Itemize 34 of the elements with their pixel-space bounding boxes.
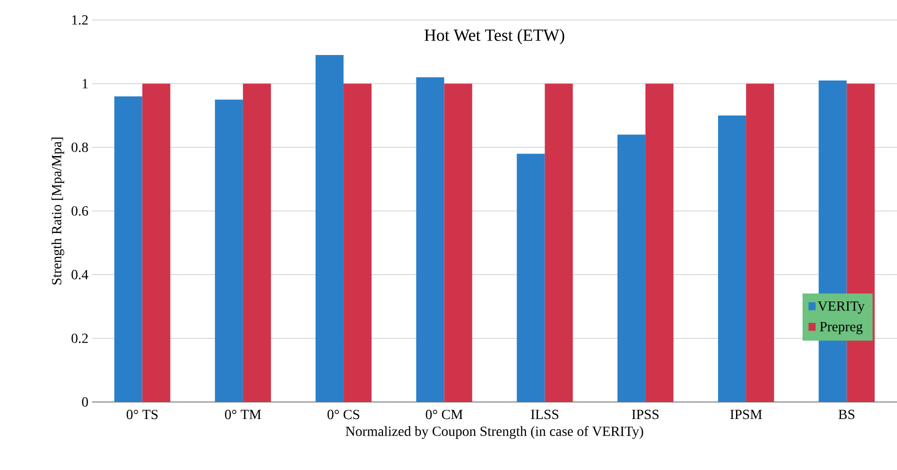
- bar: [416, 77, 444, 402]
- legend-label: VERITy: [818, 301, 865, 314]
- bar: [214, 100, 243, 402]
- y-tick-label: 1: [82, 79, 88, 88]
- y-tick-label: 0.4: [72, 270, 88, 280]
- bar: [142, 84, 170, 402]
- bar: [316, 55, 344, 402]
- bar: [344, 84, 372, 402]
- chart-title: Hot Wet Test (ETW): [424, 29, 564, 44]
- bar: [746, 84, 774, 402]
- bar: [645, 84, 674, 402]
- y-tick-label: 0.6: [72, 206, 88, 216]
- x-tick-label: 0° CM: [426, 410, 463, 420]
- bar: [114, 96, 142, 402]
- y-tick-label: 0: [82, 397, 88, 407]
- bar: [242, 84, 271, 402]
- bar: [718, 115, 746, 402]
- bar: [516, 154, 545, 402]
- x-tick-label: 0° TM: [224, 410, 262, 420]
- x-axis-title: Normalized by Coupon Strength (in case of VERITy): [346, 426, 644, 439]
- x-tick-label: 0° CS: [328, 410, 360, 420]
- y-tick-label: 0.8: [72, 142, 88, 152]
- bar: [444, 84, 472, 402]
- x-tick-label: BS: [838, 410, 854, 420]
- x-tick-label: IPSM: [730, 410, 762, 420]
- y-tick-label: 1.2: [72, 15, 88, 25]
- x-tick-label: IPSS: [632, 410, 659, 420]
- y-axis-title: Strength Ratio [Mpa/Mpa]: [52, 138, 64, 284]
- bar: [617, 134, 646, 402]
- x-tick-label: ILSS: [530, 410, 558, 420]
- bar: [544, 84, 573, 402]
- x-tick-label: 0° TS: [126, 410, 158, 420]
- legend-label: Prepreg: [820, 322, 863, 334]
- y-tick-label: 0.2: [72, 334, 88, 344]
